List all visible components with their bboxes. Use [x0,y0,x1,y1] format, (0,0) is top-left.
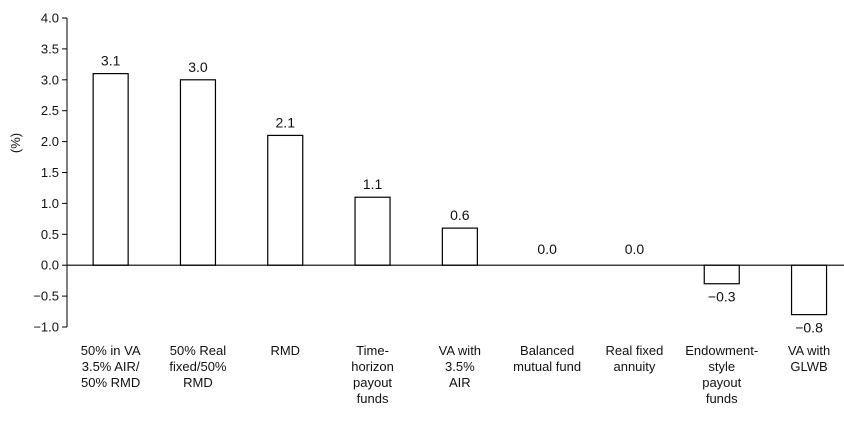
category-label: GLWB [790,359,827,374]
bar [703,264,740,285]
y-tick-label: 3.5 [41,41,59,56]
y-tick-label: 1.5 [41,165,59,180]
data-label: 1.1 [363,176,383,192]
data-label: 3.0 [188,59,208,75]
data-label: 0.0 [625,241,645,257]
category-label: RMD [270,343,300,358]
data-label: −0.8 [795,320,823,336]
category-labels: 50% in VA3.5% AIR/50% RMD 50% Realfixed/5… [81,343,830,406]
category-label: payout [702,375,741,390]
y-tick-label: 0.0 [41,258,59,273]
category-label: 50% RMD [81,375,140,390]
y-axis-title: (%) [8,133,23,153]
category-label: funds [706,391,738,406]
y-tick-label: 2.5 [41,103,59,118]
bar [441,227,478,266]
y-tick-label: 4.0 [41,11,59,26]
data-labels: 3.1 3.0 2.1 1.1 0.6 0.0 0.0 −0.3 −0.8 [101,53,823,336]
category-label: Real fixed [606,343,664,358]
category-label: mutual fund [513,359,581,374]
category-label: VA with [788,343,830,358]
data-label: 2.1 [276,114,296,130]
category-label: Balanced [520,343,574,358]
y-tick-label: −0.5 [33,289,59,304]
category-label: Time- [356,343,389,358]
data-label: 3.1 [101,53,121,69]
data-label: −0.3 [708,289,736,305]
category-label: 50% Real [170,343,226,358]
category-label: RMD [183,375,213,390]
category-label: annuity [613,359,655,374]
bar [92,73,129,266]
y-tick-label: 0.5 [41,227,59,242]
category-label: fixed/50% [169,359,227,374]
bar [354,196,391,266]
y-tick-label: −1.0 [33,320,59,335]
category-label: AIR [449,375,471,390]
y-axis: −1.0 −0.5 0.0 0.5 1.0 1.5 2.0 2.5 3.0 3.5 4.0 [33,11,68,335]
category-label: 3.5% AIR/ [82,359,140,374]
category-label: VA with [439,343,481,358]
category-label: funds [357,391,389,406]
category-label: horizon [351,359,394,374]
bar [267,134,304,266]
bar [179,79,217,266]
bars [92,73,828,316]
category-label: Endowment- [685,343,758,358]
category-label: payout [353,375,392,390]
category-label: 3.5% [445,359,475,374]
category-label: style [708,359,735,374]
y-tick-label: 3.0 [41,72,59,87]
bar [790,264,828,316]
category-label: 50% in VA [81,343,141,358]
y-tick-label: 2.0 [41,134,59,149]
data-label: 0.0 [537,241,557,257]
data-label: 0.6 [450,207,470,223]
y-tick-label: 1.0 [41,196,59,211]
